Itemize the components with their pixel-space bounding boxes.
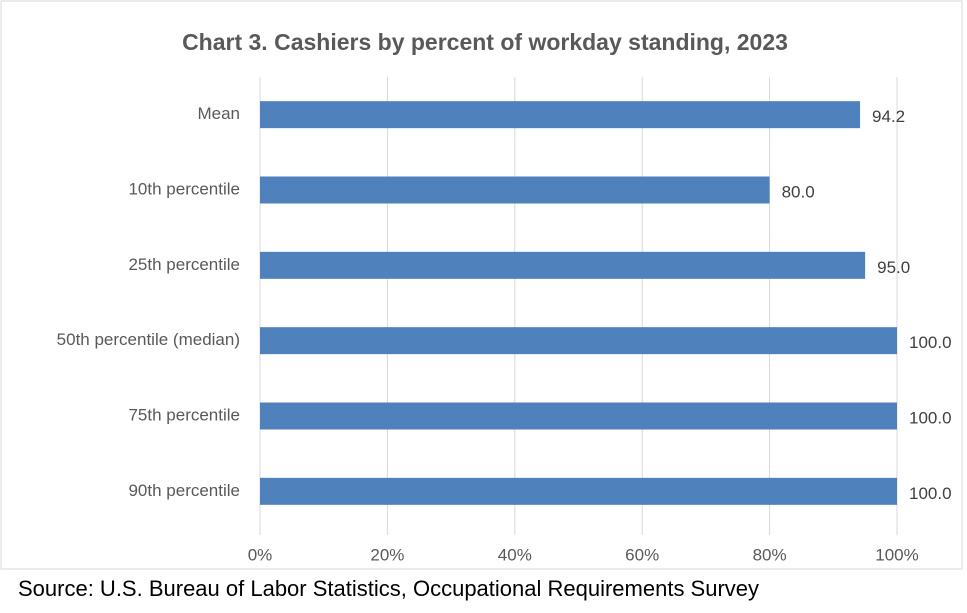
chart-border [0,0,963,570]
value-label: 80.0 [782,182,815,201]
value-label: 95.0 [877,258,910,277]
x-tick-label: 60% [625,545,659,564]
y-tick-label: Mean [197,104,240,123]
y-tick-label: 10th percentile [128,179,240,198]
chart-title: Chart 3. Cashiers by percent of workday … [182,29,788,55]
value-label: 100.0 [909,408,952,427]
y-tick-label: 90th percentile [128,481,240,500]
y-tick-label: 25th percentile [128,255,240,274]
x-tick-label: 0% [248,545,273,564]
x-tick-label: 80% [753,545,787,564]
bar [260,176,770,204]
bar [260,251,866,279]
x-tick-label: 20% [370,545,404,564]
x-tick-label: 100% [875,545,918,564]
value-label: 100.0 [909,333,952,352]
y-tick-label: 75th percentile [128,405,240,424]
source-note: Source: U.S. Bureau of Labor Statistics,… [18,576,759,601]
value-label: 94.2 [872,107,905,126]
bar [260,327,897,355]
x-tick-label: 40% [498,545,532,564]
y-tick-label: 50th percentile (median) [57,330,240,349]
bar [260,477,897,505]
bar [260,402,897,430]
bar [260,101,861,129]
value-label: 100.0 [909,484,952,503]
